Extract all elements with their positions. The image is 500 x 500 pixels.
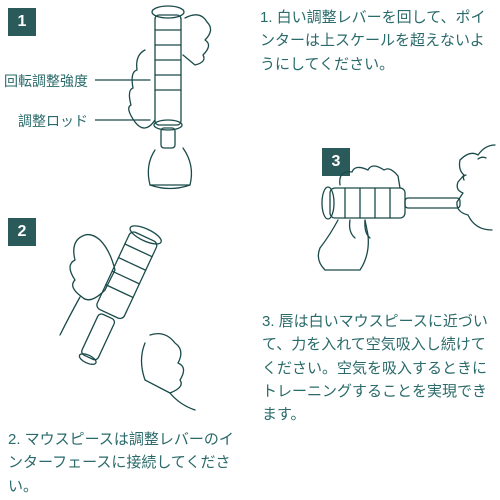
- step-1-badge: 1: [8, 8, 36, 36]
- step-3-text: 3. 唇は白いマウスピースに近づいて、力を入れて空気吸入し続けてください。空気を…: [262, 310, 494, 426]
- step-2-illustration: [30, 215, 240, 415]
- adjust-rod-label: 調整ロッド: [18, 112, 88, 130]
- step-1-text: 1. 白い調整レバーを回して、ポインターは上スケールを超えないようにしてください…: [260, 6, 495, 76]
- step-2-text: 2. マウスピースは調整レバーのインターフェースに接続してください。: [8, 428, 248, 498]
- rotation-strength-label: 回転調整強度: [4, 72, 88, 90]
- step-1-illustration: [95, 0, 235, 195]
- step-3-illustration: [260, 120, 500, 300]
